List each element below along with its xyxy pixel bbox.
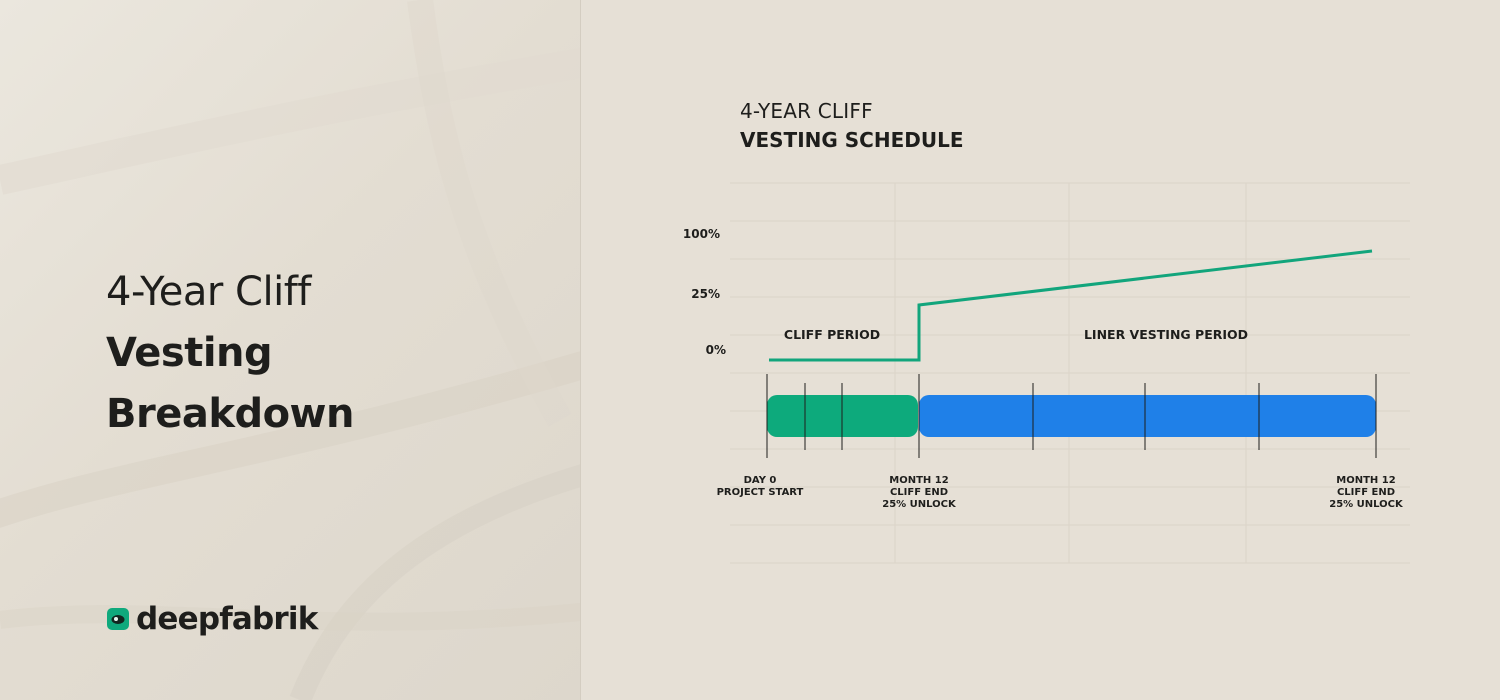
milestone-end-line-3: 25% UNLOCK [1329, 499, 1404, 510]
headline-line-1: 4-Year Cliff [106, 269, 311, 315]
brand-name: deepfabrik [136, 601, 318, 637]
brand-logo: deepfabrik [106, 601, 318, 637]
milestone-start-line-1: DAY 0 [744, 475, 777, 486]
headline: 4-Year Cliff Vesting Breakdown [106, 262, 354, 445]
vesting-curve-line [769, 249, 1373, 362]
timeline-ticks [766, 374, 1377, 458]
milestone-cliff-end-line-2: CLIFF END [890, 487, 948, 498]
y-label-0: 0% [706, 343, 726, 357]
chart-title-line-1: 4-YEAR CLIFF [740, 99, 873, 123]
chart-grid [730, 182, 1410, 564]
fabric-texture-background [0, 0, 580, 700]
y-label-100: 100% [683, 227, 720, 241]
milestone-end-line-2: CLIFF END [1337, 487, 1395, 498]
headline-line-2: Vesting [106, 330, 273, 376]
deepfabrik-logo-icon [107, 608, 129, 630]
linear-vesting-period-label: LINER VESTING PERIOD [1084, 327, 1248, 342]
headline-line-3: Breakdown [106, 391, 354, 437]
chart-title: 4-YEAR CLIFF VESTING SCHEDULE [740, 98, 963, 156]
milestone-cliff-end: MONTH 12 CLIFF END 25% UNLOCK [882, 475, 957, 510]
panel-divider [580, 0, 581, 700]
chart-title-line-2: VESTING SCHEDULE [740, 128, 964, 152]
left-panel: 4-Year Cliff Vesting Breakdown deepfabri… [0, 0, 580, 700]
right-panel [581, 0, 1500, 700]
milestone-end-line-1: MONTH 12 [1336, 475, 1395, 486]
cliff-period-label: CLIFF PERIOD [784, 327, 880, 342]
milestone-start: DAY 0 PROJECT START [717, 475, 804, 498]
milestone-cliff-end-line-3: 25% UNLOCK [882, 499, 957, 510]
y-label-25: 25% [691, 287, 720, 301]
milestone-cliff-end-line-1: MONTH 12 [889, 475, 948, 486]
milestone-start-line-2: PROJECT START [717, 487, 804, 498]
milestone-end: MONTH 12 CLIFF END 25% UNLOCK [1329, 475, 1404, 510]
linear-vesting-bar [919, 395, 1376, 437]
